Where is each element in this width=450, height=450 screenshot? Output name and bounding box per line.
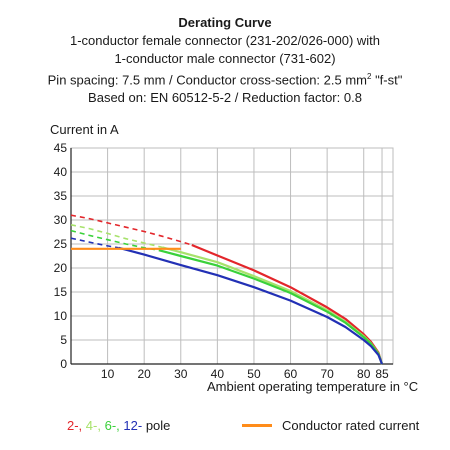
- series-6-pole-dashed: [70, 229, 159, 251]
- series-4-pole-solid: [162, 246, 384, 365]
- x-tick-label: 30: [174, 367, 188, 381]
- y-tick-label: 5: [60, 333, 67, 347]
- rated-current-swatch: [242, 424, 272, 427]
- legend-rated-label: Conductor rated current: [282, 418, 420, 433]
- chart-subtitle-line-3: Pin spacing: 7.5 mm / Conductor cross-se…: [0, 68, 450, 89]
- legend-pole-12: 12-: [123, 418, 143, 433]
- series-12-pole-dashed: [70, 237, 119, 249]
- legend-poles: 2-, 4-, 6-, 12- pole: [67, 418, 170, 433]
- y-tick-label: 10: [54, 309, 68, 323]
- series-6-pole-solid: [158, 249, 384, 365]
- x-tick-label: 10: [101, 367, 115, 381]
- legend-pole-4: 4-,: [85, 418, 101, 433]
- squared-superscript: 2: [367, 72, 372, 81]
- y-tick-label: 40: [54, 165, 68, 179]
- series-12-pole-solid: [118, 246, 384, 365]
- tick-labels: 0 5 10 15 20 25 30 35 40 45 10 20 30 40 50 60 70 80 85: [54, 141, 389, 381]
- y-tick-label: 30: [54, 213, 68, 227]
- x-tick-label: 80: [357, 367, 371, 381]
- y-tick-label: 35: [54, 189, 68, 203]
- plot-frame: [70, 147, 394, 365]
- x-tick-label: 70: [320, 367, 334, 381]
- y-tick-label: 15: [54, 285, 68, 299]
- chart-title: Derating Curve: [178, 15, 272, 30]
- series-lines: [70, 214, 384, 365]
- y-axis-label: Current in A: [50, 122, 119, 137]
- x-tick-label: 60: [284, 367, 298, 381]
- grid: [70, 147, 394, 365]
- legend-rated-current: Conductor rated current: [242, 418, 419, 433]
- y-tick-label: 45: [54, 141, 68, 155]
- legend-pole-2: 2-,: [67, 418, 83, 433]
- series-4-pole-dashed: [70, 224, 163, 249]
- series-2-pole-dashed: [70, 214, 193, 246]
- legend-pole-suffix: pole: [145, 418, 171, 433]
- y-tick-label: 0: [60, 357, 67, 371]
- chart-subtitle-line-1: 1-conductor female connector (231-202/02…: [69, 33, 380, 48]
- chart-subtitle-line-4: Based on: EN 60512-5-2 / Reduction facto…: [88, 90, 362, 106]
- pin-spacing-text: Pin spacing: 7.5 mm / Conductor cross-se…: [47, 72, 367, 88]
- y-tick-label: 20: [54, 261, 68, 275]
- x-tick-label: 40: [211, 367, 225, 381]
- y-tick-label: 25: [54, 237, 68, 251]
- chart-titles: Derating Curve 1-conductor female connec…: [0, 14, 450, 107]
- x-axis-label: Ambient operating temperature in °C: [207, 379, 418, 394]
- x-tick-label: 85: [375, 367, 389, 381]
- conductor-type-text: "f-st": [371, 72, 403, 88]
- x-tick-label: 50: [247, 367, 261, 381]
- x-tick-label: 20: [138, 367, 152, 381]
- chart-subtitle-line-2: 1-conductor male connector (731-602): [114, 51, 336, 66]
- legend-pole-6: 6-,: [104, 418, 120, 433]
